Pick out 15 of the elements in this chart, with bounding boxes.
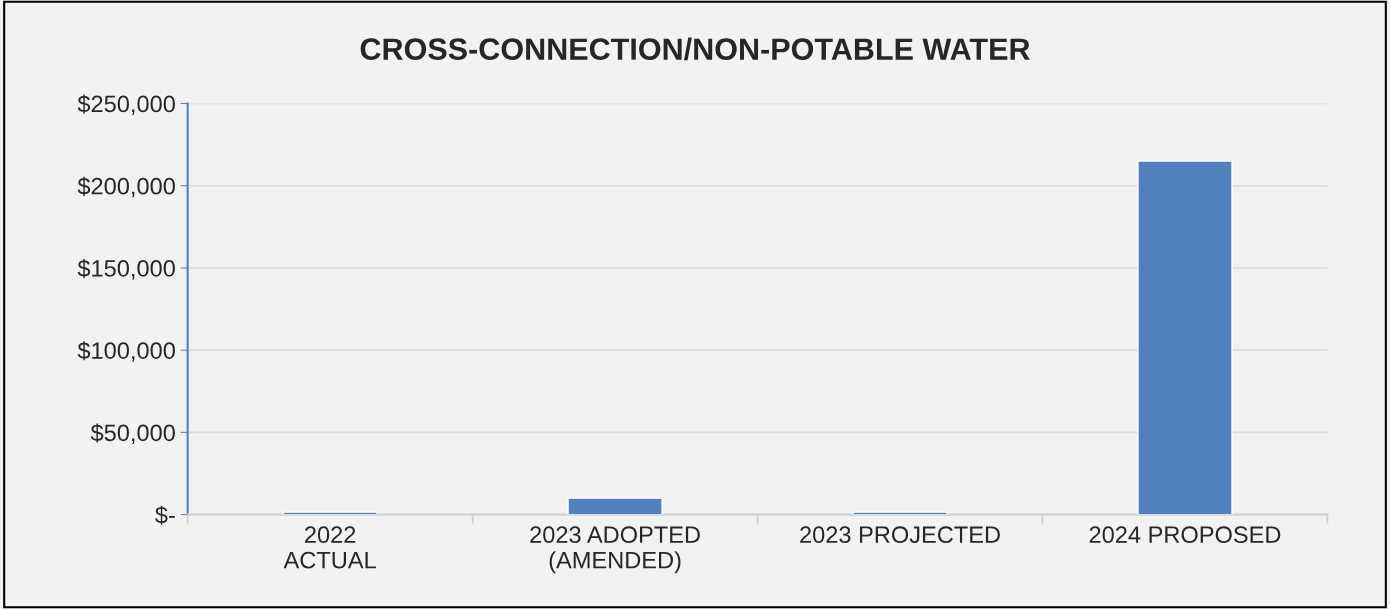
bar [282, 511, 378, 515]
x-tick-label: 2023 PROJECTED [800, 526, 1000, 544]
bar [852, 511, 948, 515]
y-tick-label: $- [155, 505, 175, 525]
bar [567, 497, 663, 515]
y-tick-label: $200,000 [77, 176, 175, 198]
y-tick-label: $50,000 [90, 423, 175, 444]
y-tick-label: $100,000 [77, 341, 175, 362]
y-tick-label: $250,000 [77, 94, 175, 116]
x-tick-label: 2022 ACTUAL [283, 526, 376, 569]
bar [1137, 160, 1233, 515]
x-tick-label: 2023 ADOPTED (AMENDED) [530, 526, 700, 574]
x-tick-label: 2024 PROPOSED [1089, 526, 1281, 544]
y-tick-label: $150,000 [77, 259, 175, 280]
chart-title: CROSS-CONNECTION/NON-POTABLE WATER [360, 37, 1030, 61]
